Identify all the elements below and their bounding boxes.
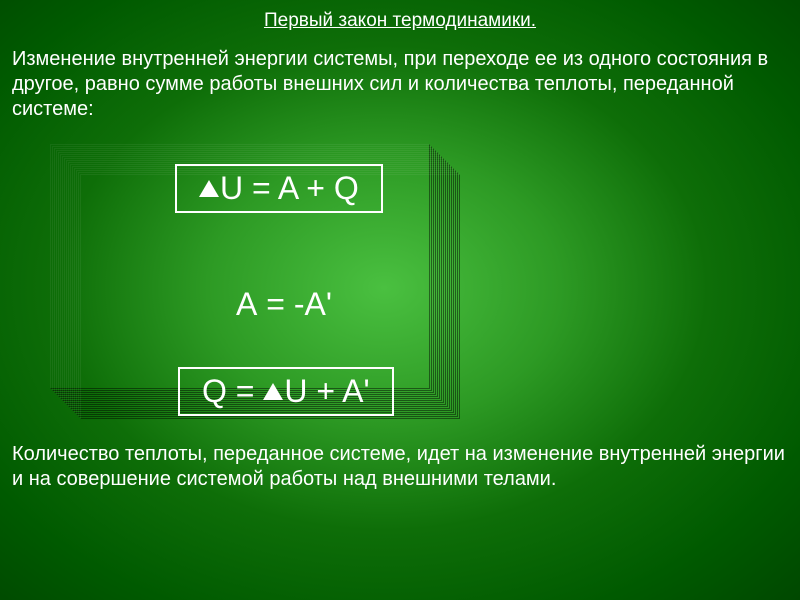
formula-area: U = A + Q А = -A' Q = U + A' <box>0 122 800 442</box>
delta-icon <box>263 383 283 400</box>
formula-3-right: U + A' <box>284 373 369 410</box>
formula-3-left: Q = <box>202 373 254 410</box>
slide-title: Первый закон термодинамики. <box>0 0 800 32</box>
formula-1-text: U = A + Q <box>220 170 359 207</box>
formula-box-1: U = A + Q <box>175 164 383 213</box>
intro-paragraph: Изменение внутренней энергии системы, пр… <box>0 32 800 122</box>
delta-icon <box>199 180 219 197</box>
formula-box-3: Q = U + A' <box>178 367 394 416</box>
outro-paragraph: Количество теплоты, переданное системе, … <box>0 442 800 492</box>
formula-2: А = -A' <box>236 286 332 323</box>
